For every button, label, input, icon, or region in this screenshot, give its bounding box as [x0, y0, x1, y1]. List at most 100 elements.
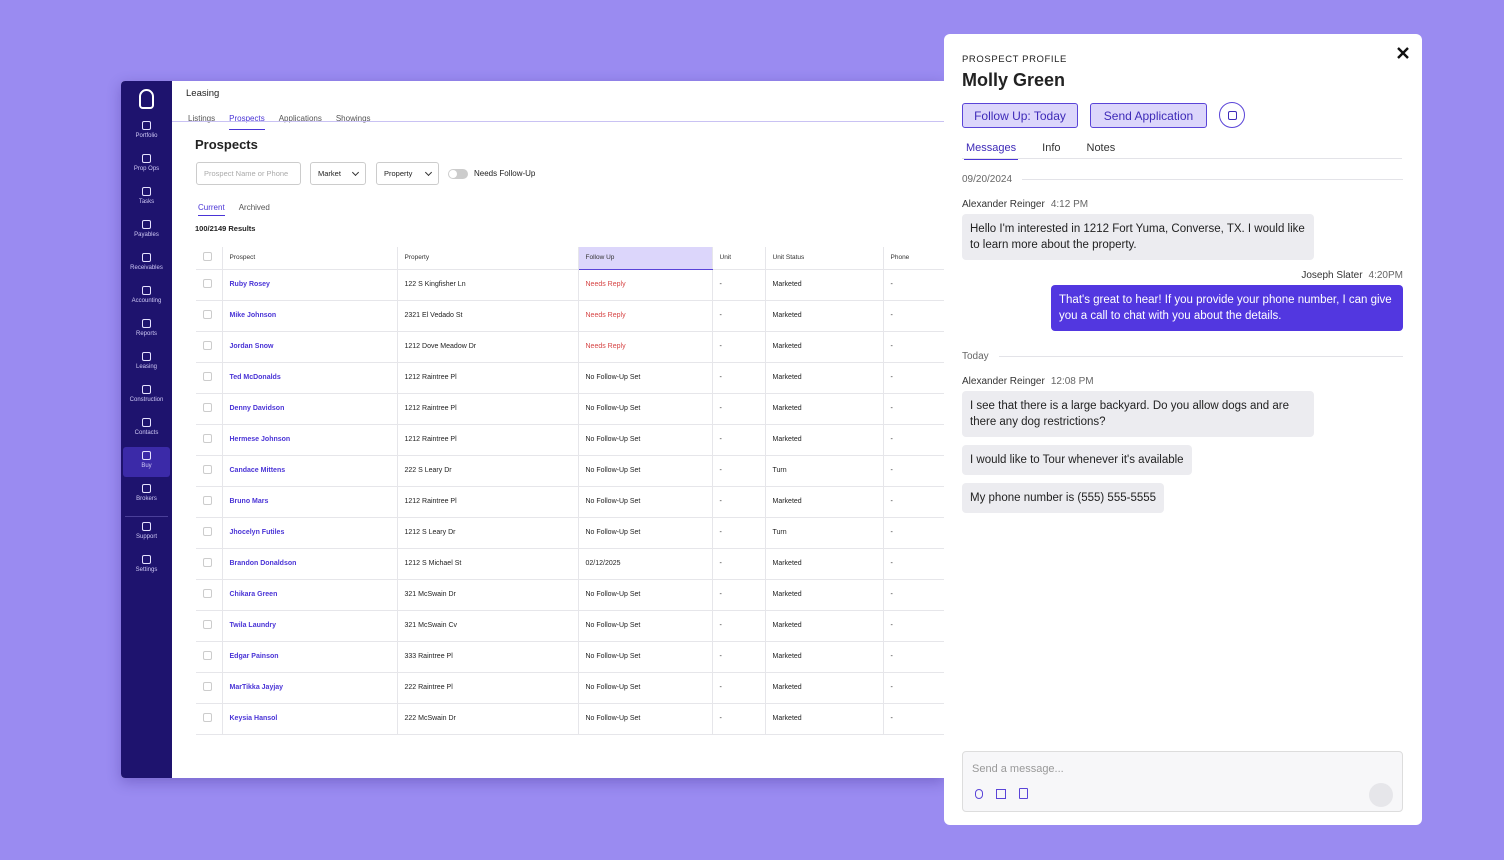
profile-tab[interactable]: Notes [1086, 142, 1116, 154]
header-cell[interactable]: Property [397, 247, 579, 270]
nav-item[interactable]: Construction [123, 381, 170, 411]
prospect-cell[interactable]: MarTikka Jayjay [222, 672, 398, 704]
checkbox-cell[interactable] [196, 579, 223, 611]
unit-cell: - [712, 455, 766, 487]
table-row[interactable]: Brandon Donaldson 1212 S Michael St 02/12/… [196, 548, 944, 580]
nav-item[interactable]: Settings [123, 551, 170, 581]
header-row: Prospect Property Follow Up Unit Unit Status… [196, 247, 944, 270]
close-button[interactable] [1396, 46, 1410, 60]
table-row[interactable]: Bruno Mars 1212 Raintree Pl No Follow-Up S… [196, 486, 944, 518]
nav-item[interactable]: Buy [123, 447, 170, 477]
nav-item[interactable]: Accounting [123, 282, 170, 312]
date-separator: Today [962, 351, 1403, 362]
unit-status-cell: Marketed [765, 362, 884, 394]
checkbox-cell[interactable] [196, 362, 223, 394]
tab[interactable]: Prospects [229, 114, 265, 130]
prospect-cell[interactable]: Keysia Hansol [222, 703, 398, 735]
edit-button[interactable] [1219, 102, 1245, 128]
prospect-cell[interactable]: Twila Laundry [222, 610, 398, 642]
table-row[interactable]: Ruby Rosey 122 S Kingfisher Ln Needs Reply… [196, 269, 944, 301]
action-button[interactable]: Send Application [1090, 103, 1207, 128]
search-input[interactable]: Prospect Name or Phone [196, 162, 301, 185]
prospect-cell[interactable]: Mike Johnson [222, 300, 398, 332]
send-button[interactable] [1369, 783, 1393, 807]
header-cell[interactable]: Unit [712, 247, 766, 270]
header-cell[interactable]: Follow Up [578, 247, 713, 270]
nav-item[interactable]: Payables [123, 216, 170, 246]
prospect-cell[interactable]: Denny Davidson [222, 393, 398, 425]
checkbox-cell[interactable] [196, 269, 223, 301]
nav-item[interactable]: Tasks [123, 183, 170, 213]
unit-cell: - [712, 517, 766, 549]
checkbox-cell[interactable] [196, 455, 223, 487]
nav-item[interactable]: Reports [123, 315, 170, 345]
checkbox-cell[interactable] [196, 672, 223, 704]
prospect-cell[interactable]: Chikara Green [222, 579, 398, 611]
subtab[interactable]: Archived [238, 203, 270, 212]
tab[interactable]: Applications [278, 114, 322, 123]
nav-item[interactable]: Contacts [123, 414, 170, 444]
table-row[interactable]: Candace Mittens 222 S Leary Dr No Follow-U… [196, 455, 944, 487]
table-row[interactable]: Mike Johnson 2321 El Vedado St Needs Reply… [196, 300, 944, 332]
table-row[interactable]: Jhocelyn Futiles 1212 S Leary Dr No Follow… [196, 517, 944, 549]
property-cell: 1212 Raintree Pl [397, 393, 579, 425]
table-row[interactable]: Twila Laundry 321 McSwain Cv No Follow-Up … [196, 610, 944, 642]
prospect-cell[interactable]: Hermese Johnson [222, 424, 398, 456]
table-row[interactable]: Ted McDonalds 1212 Raintree Pl No Follow-U… [196, 362, 944, 394]
prospect-cell[interactable]: Edgar Painson [222, 641, 398, 673]
follow-up-cell: Needs Reply [578, 331, 713, 363]
prospect-cell[interactable]: Jordan Snow [222, 331, 398, 363]
property-cell: 222 McSwain Dr [397, 703, 579, 735]
attach-icon[interactable] [975, 789, 983, 799]
prospect-cell[interactable]: Ted McDonalds [222, 362, 398, 394]
checkbox-cell[interactable] [196, 393, 223, 425]
prospect-cell[interactable]: Candace Mittens [222, 455, 398, 487]
prospect-cell[interactable]: Ruby Rosey [222, 269, 398, 301]
nav-item[interactable]: Leasing [123, 348, 170, 378]
nav-item[interactable]: Receivables [123, 249, 170, 279]
checkbox-cell[interactable] [196, 300, 223, 332]
table-row[interactable]: Edgar Painson 333 Raintree Pl No Follow-Up… [196, 641, 944, 673]
property-cell: 1212 Raintree Pl [397, 486, 579, 518]
header-cell[interactable]: Phone [883, 247, 944, 270]
checkbox-cell[interactable] [196, 548, 223, 580]
doc-icon[interactable] [1019, 788, 1028, 799]
prospect-cell[interactable]: Jhocelyn Futiles [222, 517, 398, 549]
prospect-cell[interactable]: Bruno Mars [222, 486, 398, 518]
prospect-cell[interactable]: Brandon Donaldson [222, 548, 398, 580]
action-button[interactable]: Follow Up: Today [962, 103, 1078, 128]
table-row[interactable]: Jordan Snow 1212 Dove Meadow Dr Needs Repl… [196, 331, 944, 363]
header-cell[interactable]: Prospect [222, 247, 398, 270]
header-cell[interactable]: Unit Status [765, 247, 884, 270]
sender-name: Alexander Reinger [962, 376, 1045, 387]
prospect-panel: PROSPECT PROFILE Molly Green Messages Inf… [944, 34, 1422, 825]
table-row[interactable]: Hermese Johnson 1212 Raintree Pl No Follow… [196, 424, 944, 456]
checkbox-cell[interactable] [196, 703, 223, 735]
profile-tab[interactable]: Info [1042, 142, 1061, 154]
table-row[interactable]: MarTikka Jayjay 222 Raintree Pl No Follow-… [196, 672, 944, 704]
checkbox-cell[interactable] [196, 486, 223, 518]
checkbox-cell[interactable] [196, 641, 223, 673]
filter-dropdown[interactable]: Property [376, 162, 439, 185]
profile-tab[interactable]: Messages [964, 142, 1019, 160]
table-row[interactable]: Keysia Hansol 222 McSwain Dr No Follow-Up … [196, 703, 944, 735]
filter-dropdown[interactable]: Market [310, 162, 366, 185]
checkbox-cell[interactable] [196, 424, 223, 456]
property-cell: 222 S Leary Dr [397, 455, 579, 487]
nav-item[interactable]: Prop Ops [123, 150, 170, 180]
subtab[interactable]: Current [198, 203, 225, 216]
template-icon[interactable] [996, 789, 1006, 799]
toggle[interactable] [448, 169, 468, 179]
checkbox-cell[interactable] [196, 517, 223, 549]
nav-icon [142, 418, 151, 427]
table-row[interactable]: Denny Davidson 1212 Raintree Pl No Follow-… [196, 393, 944, 425]
checkbox-cell[interactable] [196, 331, 223, 363]
nav-item[interactable]: Support [123, 518, 170, 548]
nav-item[interactable]: Portfolio [123, 117, 170, 147]
tab[interactable]: Listings [188, 114, 216, 123]
message-input[interactable]: Send a message... [962, 751, 1403, 812]
nav-item[interactable]: Brokers [123, 480, 170, 510]
checkbox-cell[interactable] [196, 610, 223, 642]
tab[interactable]: Showings [335, 114, 371, 123]
table-row[interactable]: Chikara Green 321 McSwain Dr No Follow-Up … [196, 579, 944, 611]
